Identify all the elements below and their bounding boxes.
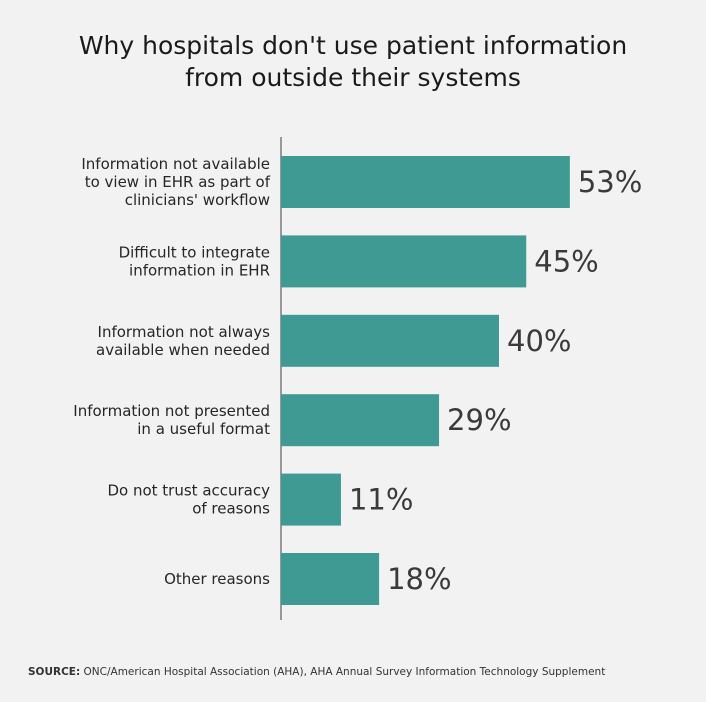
value-label-2: 45% bbox=[534, 244, 598, 278]
category-label-5-line-1: Do not trust accuracy bbox=[107, 482, 270, 500]
value-label-1: 53% bbox=[578, 165, 642, 199]
bar-3 bbox=[281, 314, 499, 367]
category-labels: Information not available to view in EHR … bbox=[73, 155, 270, 588]
value-label-3: 40% bbox=[507, 324, 571, 358]
source-label: SOURCE: bbox=[28, 666, 81, 678]
bar-6 bbox=[281, 553, 380, 605]
bar-4 bbox=[281, 394, 440, 447]
bar-5 bbox=[281, 473, 341, 526]
category-label-4-line-2: in a useful format bbox=[137, 420, 270, 438]
source-text: ONC/American Hospital Association (AHA),… bbox=[83, 666, 606, 678]
chart-title-line-1: Why hospitals don't use patient informat… bbox=[78, 31, 628, 60]
category-label-2-line-1: Difficult to integrate bbox=[119, 243, 270, 261]
category-label-5: Do not trust accuracy of reasons bbox=[107, 482, 270, 518]
value-label-5: 11% bbox=[349, 483, 413, 517]
chart-title-line-2: from outside their systems bbox=[185, 63, 521, 92]
category-label-2: Difficult to integrate information in EHR bbox=[119, 243, 270, 279]
category-label-1: Information not available to view in EHR … bbox=[81, 155, 270, 209]
value-labels: 53% 45% 40% 29% 11% 18% bbox=[349, 165, 642, 596]
chart-title: Why hospitals don't use patient informat… bbox=[0, 30, 706, 94]
bar-2 bbox=[281, 235, 527, 288]
category-label-6-line-1: Other reasons bbox=[164, 570, 270, 588]
category-label-4: Information not presented in a useful for… bbox=[73, 402, 270, 438]
category-label-1-line-3: clinicians' workflow bbox=[125, 191, 270, 209]
category-label-1-line-2: to view in EHR as part of bbox=[85, 173, 271, 191]
value-label-4: 29% bbox=[447, 403, 511, 437]
category-label-4-line-1: Information not presented bbox=[73, 402, 270, 420]
category-label-3: Information not always available when nee… bbox=[96, 323, 270, 359]
category-label-3-line-2: available when needed bbox=[96, 341, 270, 359]
bar-1 bbox=[281, 156, 570, 208]
category-label-6: Other reasons bbox=[164, 570, 270, 588]
category-label-2-line-2: information in EHR bbox=[129, 261, 270, 279]
category-label-5-line-2: of reasons bbox=[192, 500, 270, 518]
bars-group bbox=[281, 156, 570, 605]
category-label-1-line-1: Information not available bbox=[81, 155, 270, 173]
value-label-6: 18% bbox=[387, 562, 451, 596]
source-note: SOURCE: ONC/American Hospital Associatio… bbox=[28, 666, 605, 678]
category-label-3-line-1: Information not always bbox=[98, 323, 271, 341]
